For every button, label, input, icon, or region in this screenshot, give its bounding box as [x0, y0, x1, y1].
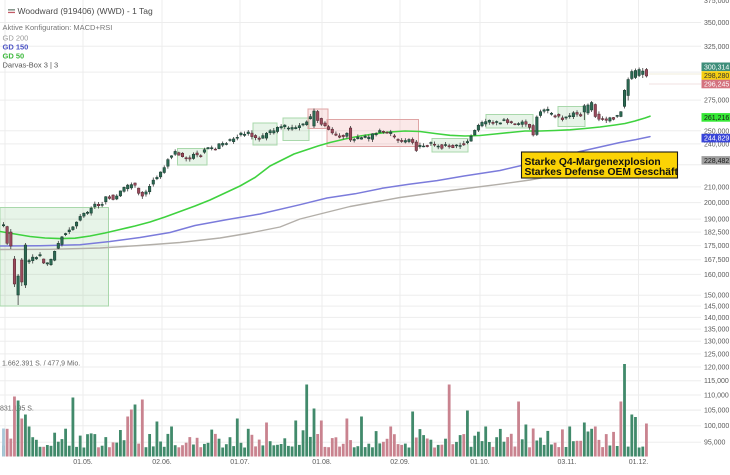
svg-text:GD 200: GD 200 — [3, 34, 29, 43]
svg-text:150,000: 150,000 — [704, 293, 729, 300]
svg-text:110,000: 110,000 — [704, 393, 729, 400]
svg-text:261,216: 261,216 — [704, 115, 729, 122]
svg-text:Darvas-Box 3 | 3: Darvas-Box 3 | 3 — [3, 61, 59, 70]
svg-text:Woodward (919406) (WWD) - 1 Ta: Woodward (919406) (WWD) - 1 Tag — [18, 6, 154, 16]
svg-text:350,000: 350,000 — [704, 20, 729, 27]
svg-text:190,000: 190,000 — [704, 217, 729, 224]
svg-text:325,000: 325,000 — [704, 44, 729, 51]
svg-text:01.07.: 01.07. — [230, 459, 250, 466]
svg-text:140,000: 140,000 — [704, 315, 729, 322]
svg-text:1.662.391 S. / 477,9 Mio.: 1.662.391 S. / 477,9 Mio. — [2, 361, 80, 368]
svg-text:130,000: 130,000 — [704, 339, 729, 346]
svg-text:182,500: 182,500 — [704, 230, 729, 237]
svg-text:Aktive Konfiguration: MACD+RSI: Aktive Konfiguration: MACD+RSI — [3, 23, 113, 32]
svg-text:244,829: 244,829 — [704, 136, 729, 143]
svg-text:GD 50: GD 50 — [3, 52, 25, 61]
svg-text:228,482: 228,482 — [704, 158, 729, 165]
svg-text:135,000: 135,000 — [704, 327, 729, 334]
svg-text:167,500: 167,500 — [704, 257, 729, 264]
svg-text:02.06.: 02.06. — [152, 459, 172, 466]
svg-text:01.10.: 01.10. — [470, 459, 490, 466]
svg-text:95,000: 95,000 — [704, 440, 726, 447]
svg-text:120,000: 120,000 — [704, 365, 729, 372]
svg-text:Starkes Defense OEM Geschäft: Starkes Defense OEM Geschäft — [525, 167, 679, 178]
svg-text:375,000: 375,000 — [704, 0, 729, 5]
svg-text:300,314: 300,314 — [704, 64, 729, 71]
svg-text:115,000: 115,000 — [704, 378, 729, 385]
svg-text:03.11.: 03.11. — [558, 459, 577, 466]
svg-text:01.12.: 01.12. — [629, 459, 649, 466]
svg-text:GD 150: GD 150 — [3, 43, 29, 52]
svg-text:01.05.: 01.05. — [73, 459, 93, 466]
svg-text:200,000: 200,000 — [704, 200, 729, 207]
svg-text:105,000: 105,000 — [704, 408, 729, 415]
svg-text:296,245: 296,245 — [704, 82, 729, 89]
svg-text:145,000: 145,000 — [704, 304, 729, 311]
svg-text:175,000: 175,000 — [704, 243, 729, 250]
svg-text:125,000: 125,000 — [704, 351, 729, 358]
svg-text:160,000: 160,000 — [704, 272, 729, 279]
svg-text:298,280: 298,280 — [704, 73, 729, 80]
svg-text:02.09.: 02.09. — [390, 459, 410, 466]
svg-text:275,000: 275,000 — [704, 98, 729, 105]
svg-text:100,000: 100,000 — [704, 423, 729, 430]
svg-text:210,000: 210,000 — [704, 184, 729, 191]
svg-text:01.08.: 01.08. — [312, 459, 332, 466]
